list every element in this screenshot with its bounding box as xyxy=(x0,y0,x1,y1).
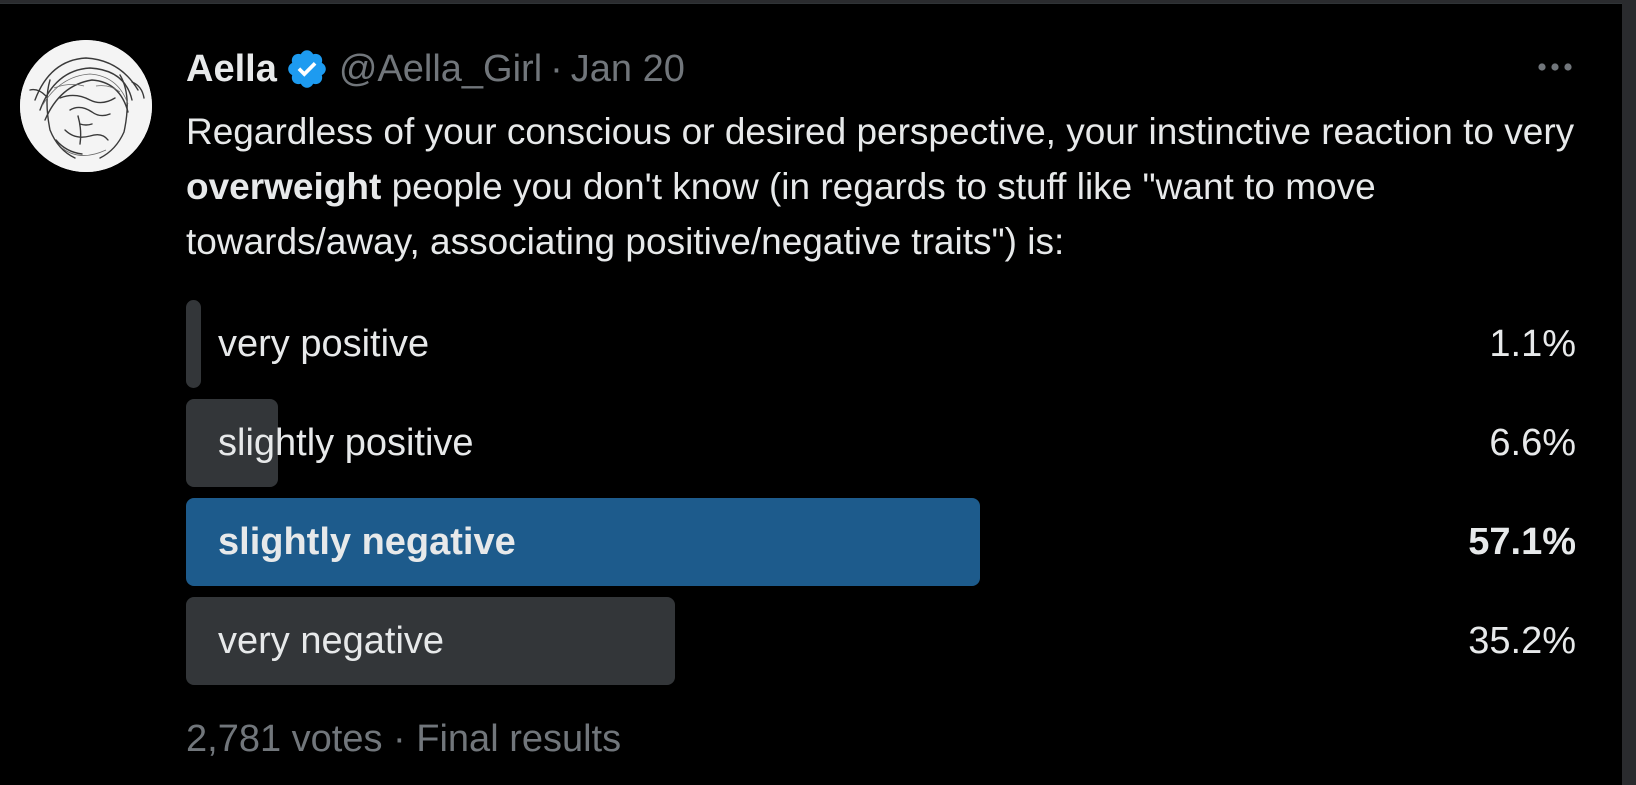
poll-option-percent: 35.2% xyxy=(1468,620,1576,662)
poll-option-percent: 57.1% xyxy=(1468,521,1576,563)
poll-footer: 2,781 votes · Final results xyxy=(186,718,621,761)
poll-bar xyxy=(186,399,278,487)
verified-badge-icon xyxy=(288,50,326,88)
poll-option: slightly negative 57.1% xyxy=(186,498,1576,586)
author-name[interactable]: Aella xyxy=(186,47,277,90)
poll-bar xyxy=(186,498,980,586)
tweet-header: Aella @Aella_Girl · Jan 20 xyxy=(186,44,685,94)
poll-option-label: very positive xyxy=(218,323,430,365)
avatar[interactable] xyxy=(20,40,152,172)
poll-option: very positive 1.1% xyxy=(186,300,1576,388)
avatar-sketch xyxy=(20,40,152,172)
tweet-date[interactable]: Jan 20 xyxy=(570,47,685,90)
poll-option: very negative 35.2% xyxy=(186,597,1576,685)
poll-option-label: slightly negative xyxy=(218,521,516,563)
tweet-text-bold: overweight xyxy=(186,166,382,207)
more-dots xyxy=(1538,63,1572,71)
more-horizontal-icon[interactable] xyxy=(1530,50,1580,84)
window-edge xyxy=(1622,0,1636,784)
poll-option-label: very negative xyxy=(218,620,445,662)
poll-bar xyxy=(186,300,201,388)
poll-option-percent: 6.6% xyxy=(1489,422,1576,464)
poll-option-percent: 1.1% xyxy=(1489,323,1576,365)
tweet-card: Aella @Aella_Girl · Jan 20 Regardless of… xyxy=(0,3,1622,785)
poll-vote-count: 2,781 votes xyxy=(186,718,383,760)
tweet-text-part: Regardless of your conscious or desired … xyxy=(186,111,1575,152)
author-handle[interactable]: @Aella_Girl xyxy=(338,47,543,90)
poll-option: slightly positive 6.6% xyxy=(186,399,1576,487)
tweet-text: Regardless of your conscious or desired … xyxy=(186,104,1576,269)
poll-option-label: slightly positive xyxy=(218,422,474,464)
poll-status: Final results xyxy=(416,718,622,760)
header-separator: · xyxy=(550,47,563,90)
tweet-text-part: people you don't know (in regards to stu… xyxy=(186,166,1376,262)
poll-footer-separator: · xyxy=(393,718,406,760)
poll: very positive 1.1% slightly positive 6.6… xyxy=(186,300,1576,696)
poll-bar xyxy=(186,597,675,685)
